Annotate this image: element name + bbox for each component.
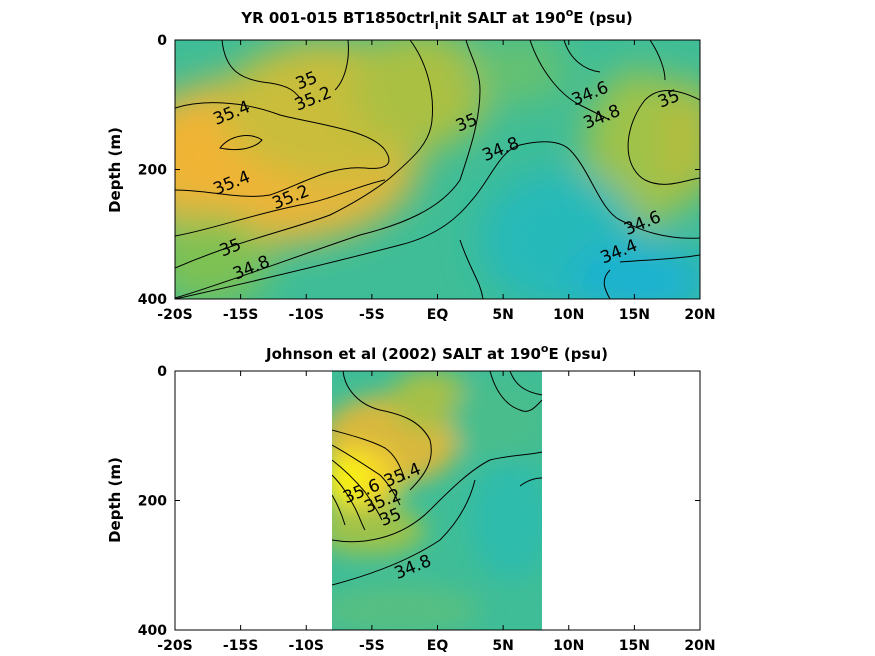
bottom-salinity-field bbox=[332, 371, 542, 630]
contour-line bbox=[175, 141, 700, 299]
y-tick-label: 0 bbox=[157, 364, 167, 380]
bottom-y-ticks: 0 200 400 bbox=[138, 364, 700, 639]
top-y-axis-label: Depth (m) bbox=[106, 127, 124, 213]
contour-line bbox=[332, 429, 406, 481]
contour-line bbox=[175, 102, 390, 197]
top-panel: YR 001-015 BT1850ctrlinit SALT at 190oE … bbox=[106, 6, 716, 323]
contour-line bbox=[649, 40, 666, 81]
x-tick-label: 10N bbox=[553, 638, 584, 654]
y-tick-label: 200 bbox=[138, 494, 167, 510]
contour-line bbox=[459, 239, 484, 299]
bottom-panel: Johnson et al (2002) SALT at 190oE (psu) bbox=[106, 342, 716, 654]
x-tick-label: EQ bbox=[427, 307, 449, 323]
bottom-x-ticks: -20S -15S -10S -5S EQ 5N 10N 15N 20N bbox=[157, 371, 716, 654]
contour-line bbox=[332, 474, 366, 531]
x-tick-label: EQ bbox=[427, 638, 449, 654]
contour-line bbox=[175, 179, 386, 237]
top-panel-title: YR 001-015 BT1850ctrlinit SALT at 190oE … bbox=[240, 6, 633, 32]
y-tick-label: 400 bbox=[138, 292, 167, 308]
contour-line bbox=[529, 40, 611, 121]
contour-line bbox=[342, 371, 432, 491]
contour-line bbox=[489, 371, 542, 412]
contour-line bbox=[175, 40, 481, 299]
x-tick-label: -15S bbox=[223, 307, 258, 323]
x-tick-label: -10S bbox=[289, 307, 324, 323]
x-tick-label: 20N bbox=[684, 307, 715, 323]
contour-line bbox=[332, 444, 401, 506]
top-salinity-field bbox=[175, 40, 700, 299]
x-tick-label: 15N bbox=[619, 307, 650, 323]
bottom-panel-title: Johnson et al (2002) SALT at 190oE (psu) bbox=[265, 342, 608, 363]
y-tick-label: 200 bbox=[138, 163, 167, 179]
contour-line bbox=[563, 40, 601, 73]
top-contour-lines bbox=[175, 40, 700, 299]
x-tick-label: 5N bbox=[492, 638, 513, 654]
x-tick-label: 5N bbox=[492, 307, 513, 323]
contour-line bbox=[619, 254, 700, 263]
x-tick-label: -20S bbox=[157, 638, 192, 654]
x-tick-label: -5S bbox=[359, 638, 385, 654]
y-tick-label: 0 bbox=[157, 33, 167, 49]
x-tick-label: 20N bbox=[684, 638, 715, 654]
bottom-y-axis-label: Depth (m) bbox=[106, 457, 124, 543]
contour-line bbox=[332, 494, 346, 526]
x-tick-label: 10N bbox=[553, 307, 584, 323]
contour-line bbox=[221, 40, 301, 99]
top-x-ticks: -20S -15S -10S -5S EQ 5N 10N 15N 20N bbox=[157, 40, 716, 323]
x-tick-label: -5S bbox=[359, 307, 385, 323]
contour-line bbox=[334, 40, 349, 91]
contour-line bbox=[509, 371, 542, 396]
contour-line bbox=[175, 40, 434, 269]
x-tick-label: -15S bbox=[223, 638, 258, 654]
y-tick-label: 400 bbox=[138, 623, 167, 639]
x-tick-label: -20S bbox=[157, 307, 192, 323]
contour-line bbox=[332, 479, 476, 586]
x-tick-label: -10S bbox=[289, 638, 324, 654]
contour-line bbox=[603, 269, 611, 299]
top-y-ticks: 0 200 400 bbox=[138, 33, 700, 308]
bottom-contour-lines bbox=[332, 371, 542, 586]
contour-line bbox=[332, 459, 383, 521]
contour-line bbox=[332, 451, 542, 543]
contour-line bbox=[519, 477, 542, 487]
x-tick-label: 15N bbox=[619, 638, 650, 654]
contour-line bbox=[627, 90, 700, 185]
contour-line bbox=[219, 135, 263, 151]
